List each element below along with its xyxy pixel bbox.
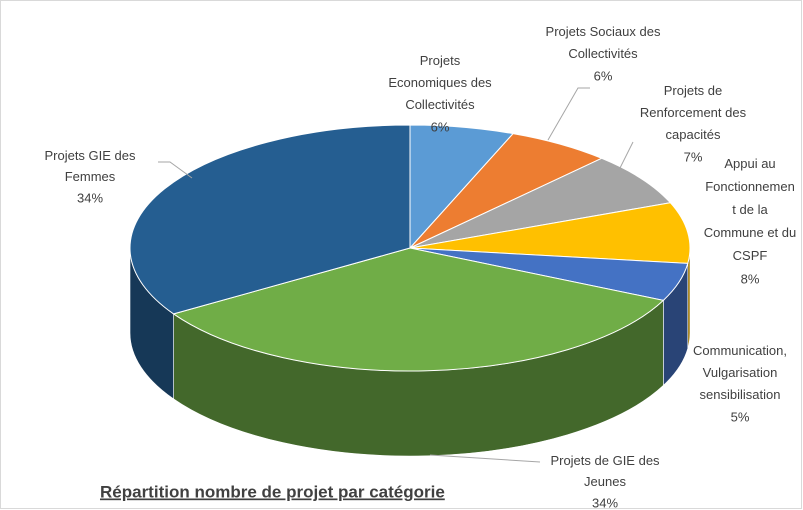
category-label-line: t de la — [732, 202, 768, 217]
category-label-line: Projets — [420, 53, 461, 68]
category-label: Communication, Vulgarisation sensibilisati… — [693, 343, 787, 402]
category-label: Projets de Renforcement des capacités — [640, 83, 747, 142]
category-label-line: Fonctionnemen — [705, 179, 795, 194]
category-label-line: Jeunes — [584, 474, 626, 489]
category-label-line: Renforcement des — [640, 105, 747, 120]
category-label-line: Femmes — [65, 169, 116, 184]
leader-line — [547, 87, 590, 141]
category-label-line: Collectivités — [405, 97, 475, 112]
category-label-line: Projets GIE des — [44, 148, 136, 163]
value-label: 8% — [741, 271, 760, 286]
slice — [172, 247, 665, 372]
leader-line — [429, 454, 541, 463]
slice — [129, 124, 411, 315]
category-label-line: capacités — [666, 127, 721, 142]
value-label: 7% — [684, 149, 703, 164]
category-label-line: Commune et du — [704, 225, 797, 240]
slice-sides — [129, 247, 691, 457]
slice — [409, 202, 691, 264]
value-label: 34% — [592, 495, 618, 510]
value-label: 6% — [594, 68, 613, 83]
category-label: Projets Economiques des Collectivités — [388, 53, 492, 112]
category-label-line: Economiques des — [388, 75, 492, 90]
value-label: 34% — [77, 190, 103, 205]
slice — [409, 157, 672, 249]
value-label: 5% — [731, 409, 750, 424]
category-label-line: Projets Sociaux des — [546, 24, 661, 39]
value-label: 6% — [431, 119, 450, 134]
leader-line — [158, 161, 193, 179]
category-label-line: Appui au — [724, 156, 775, 171]
category-label-line: Projets de — [664, 83, 723, 98]
slice-tops — [129, 124, 691, 372]
category-label: Projets de GIE des Jeunes — [550, 453, 660, 489]
category-label-line: Projets de GIE des — [550, 453, 660, 468]
category-label-line: Collectivités — [568, 46, 638, 61]
leader-line — [619, 141, 634, 169]
category-label: Projets GIE des Femmes — [44, 148, 136, 184]
chart-title: Répartition nombre de projet par catégor… — [100, 482, 445, 501]
category-label-line: Communication, — [693, 343, 787, 358]
category-label: Projets Sociaux des Collectivités — [546, 24, 661, 61]
category-label-line: Vulgarisation — [703, 365, 778, 380]
category-label-line: sensibilisation — [700, 387, 781, 402]
category-label: Appui au Fonctionnemen t de la Commune et d… — [704, 156, 797, 263]
category-label-line: CSPF — [733, 248, 768, 263]
